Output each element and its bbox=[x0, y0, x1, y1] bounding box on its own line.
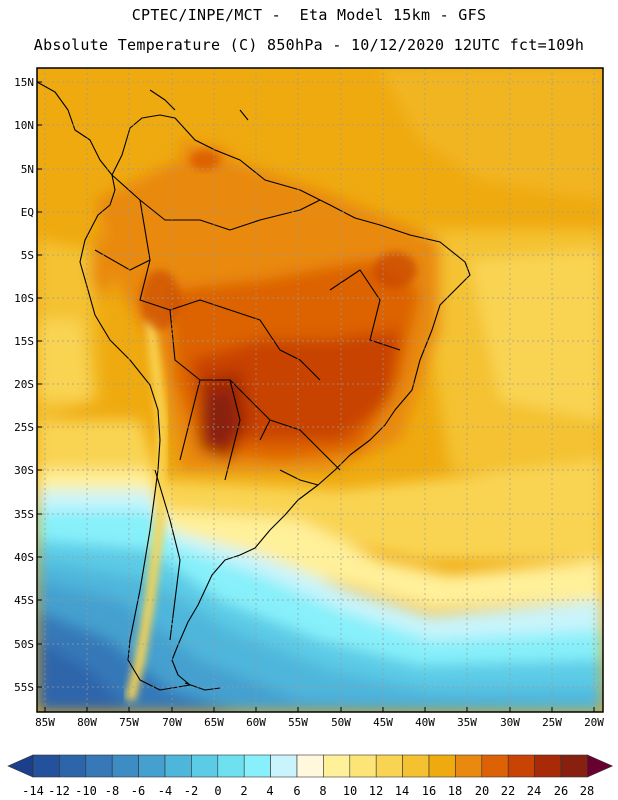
colorbar-label: 10 bbox=[343, 784, 357, 798]
colorbar-label: 12 bbox=[369, 784, 383, 798]
lat-label: 40S bbox=[14, 551, 34, 564]
colorbar-cell bbox=[560, 754, 588, 778]
map-title-line-2: Absolute Temperature (C) 850hPa - 10/12/… bbox=[33, 36, 585, 54]
colorbar-cell bbox=[191, 754, 219, 778]
colorbar-label: 6 bbox=[293, 784, 300, 798]
lat-label: 5N bbox=[21, 163, 34, 176]
axis-tick-marks bbox=[37, 81, 595, 712]
colorbar-cell bbox=[375, 754, 403, 778]
colorbar-label: -10 bbox=[75, 784, 97, 798]
colorbar-label: -2 bbox=[184, 784, 198, 798]
colorbar: -14 -12 -10 -8 -6 -4 -2 0 2 4 6 8 10 12 … bbox=[7, 754, 614, 798]
colorbar-cell bbox=[402, 754, 430, 778]
colorbar-cell bbox=[323, 754, 351, 778]
colorbar-cell bbox=[111, 754, 139, 778]
lon-label: 50W bbox=[331, 716, 351, 729]
lat-label: 20S bbox=[14, 378, 34, 391]
colorbar-cell bbox=[507, 754, 535, 778]
colorbar-label: 2 bbox=[240, 784, 247, 798]
graticule bbox=[37, 68, 603, 712]
colorbar-label: 20 bbox=[475, 784, 489, 798]
latitude-labels: 15N 10N 5N EQ 5S 10S 15S 20S 25S 30S 35S… bbox=[14, 76, 34, 694]
colorbar-cell bbox=[455, 754, 483, 778]
lat-label: 45S bbox=[14, 594, 34, 607]
lat-label: 55S bbox=[14, 681, 34, 694]
lon-label: 80W bbox=[77, 716, 97, 729]
colorbar-cell bbox=[349, 754, 377, 778]
lat-label: 50S bbox=[14, 638, 34, 651]
colorbar-cell bbox=[85, 754, 113, 778]
temperature-field bbox=[37, 68, 603, 712]
colorbar-cell bbox=[138, 754, 166, 778]
lat-label: 10N bbox=[14, 119, 34, 132]
lon-label: 70W bbox=[162, 716, 182, 729]
lat-label: 35S bbox=[14, 508, 34, 521]
lon-label: 20W bbox=[584, 716, 604, 729]
lon-label: 30W bbox=[500, 716, 520, 729]
colorbar-label: -12 bbox=[48, 784, 70, 798]
lon-label: 65W bbox=[204, 716, 224, 729]
colorbar-label: 8 bbox=[319, 784, 326, 798]
colorbar-label: 18 bbox=[448, 784, 462, 798]
map-title-line-1: CPTEC/INPE/MCT - Eta Model 15km - GFS bbox=[131, 6, 487, 24]
lat-label: 10S bbox=[14, 292, 34, 305]
colorbar-label: -14 bbox=[22, 784, 44, 798]
longitude-labels: 85W 80W 75W 70W 65W 60W 55W 50W 45W 40W … bbox=[35, 716, 604, 729]
lon-label: 45W bbox=[373, 716, 393, 729]
colorbar-label: -8 bbox=[105, 784, 119, 798]
colorbar-label: 16 bbox=[422, 784, 436, 798]
colorbar-cell bbox=[428, 754, 456, 778]
colorbar-cell bbox=[481, 754, 509, 778]
map-frame bbox=[36, 67, 604, 713]
colorbar-cell bbox=[534, 754, 562, 778]
colorbar-label: 24 bbox=[527, 784, 541, 798]
colorbar-label: 4 bbox=[266, 784, 273, 798]
lat-label: EQ bbox=[21, 206, 34, 219]
colorbar-min-arrow bbox=[7, 754, 34, 778]
colorbar-label: -4 bbox=[158, 784, 172, 798]
colorbar-cell bbox=[217, 754, 245, 778]
lon-label: 35W bbox=[457, 716, 477, 729]
colorbar-label: 14 bbox=[395, 784, 409, 798]
colorbar-cell bbox=[32, 754, 60, 778]
lat-label: 15S bbox=[14, 335, 34, 348]
lon-label: 40W bbox=[415, 716, 435, 729]
colorbar-label: 22 bbox=[501, 784, 515, 798]
lat-label: 25S bbox=[14, 421, 34, 434]
colorbar-label: 28 bbox=[580, 784, 594, 798]
lat-label: 30S bbox=[14, 464, 34, 477]
lon-label: 25W bbox=[542, 716, 562, 729]
colorbar-cell bbox=[164, 754, 192, 778]
lon-label: 85W bbox=[35, 716, 55, 729]
colorbar-label: 26 bbox=[554, 784, 568, 798]
colorbar-label: 0 bbox=[214, 784, 221, 798]
colorbar-cell bbox=[270, 754, 298, 778]
lat-label: 15N bbox=[14, 76, 34, 89]
colorbar-cell bbox=[243, 754, 271, 778]
colorbar-cell bbox=[296, 754, 324, 778]
lon-label: 75W bbox=[119, 716, 139, 729]
lat-label: 5S bbox=[21, 249, 34, 262]
colorbar-max-arrow bbox=[587, 754, 614, 778]
colorbar-label: -6 bbox=[131, 784, 145, 798]
lon-label: 55W bbox=[288, 716, 308, 729]
lon-label: 60W bbox=[246, 716, 266, 729]
colorbar-cell bbox=[59, 754, 87, 778]
